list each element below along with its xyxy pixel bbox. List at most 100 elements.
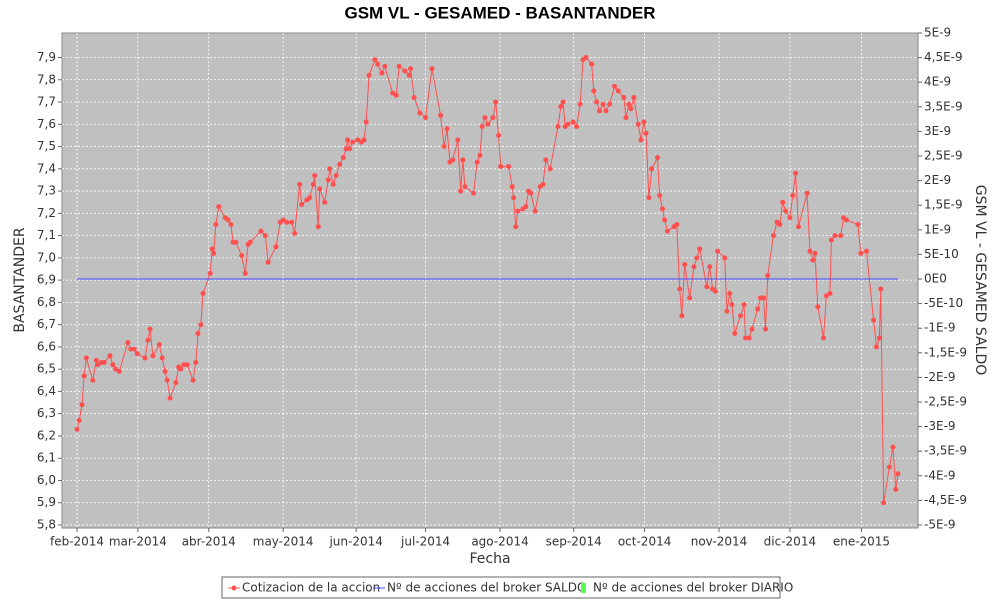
y2-tick-label: 4E-9 xyxy=(924,75,951,89)
y-tick-label: 7,5 xyxy=(37,139,56,153)
data-point xyxy=(679,313,685,319)
data-point xyxy=(116,368,122,374)
data-point xyxy=(528,190,534,196)
data-point xyxy=(873,344,879,350)
data-point xyxy=(591,88,597,94)
data-point xyxy=(471,190,477,196)
legend-swatch xyxy=(231,585,237,591)
data-point xyxy=(795,224,801,230)
data-point xyxy=(247,239,253,245)
data-point xyxy=(607,101,613,107)
data-point xyxy=(729,302,735,308)
data-point xyxy=(498,164,504,170)
y-tick-label: 7,2 xyxy=(37,206,56,220)
y-tick-label: 6,9 xyxy=(37,273,56,287)
data-point xyxy=(361,137,367,143)
legend-label: Nº de acciones del broker DIARIO xyxy=(593,581,793,595)
data-point xyxy=(682,262,688,268)
data-point xyxy=(190,377,196,383)
data-point xyxy=(350,139,356,145)
data-point xyxy=(615,88,621,94)
data-point xyxy=(337,161,343,167)
data-point xyxy=(113,366,119,372)
data-point xyxy=(167,395,173,401)
y2-tick-label: -4E-9 xyxy=(924,468,956,482)
data-point xyxy=(284,219,290,225)
data-point xyxy=(366,72,372,78)
data-point xyxy=(479,124,485,130)
data-point xyxy=(265,259,271,265)
data-point xyxy=(460,157,466,163)
y-tick-label: 7,6 xyxy=(37,117,56,131)
x-tick-label: dic-2014 xyxy=(764,535,816,549)
data-point xyxy=(200,290,206,296)
data-point xyxy=(691,264,697,270)
data-point xyxy=(198,322,204,328)
y-tick-label: 7,9 xyxy=(37,50,56,64)
x-tick-label: jun-2014 xyxy=(328,535,382,549)
data-point xyxy=(297,181,303,187)
data-point xyxy=(438,112,444,118)
data-point xyxy=(496,132,502,138)
data-point xyxy=(74,426,80,432)
data-point xyxy=(621,95,627,101)
data-point xyxy=(225,217,231,223)
y2-tick-label: -2,5E-9 xyxy=(924,395,967,409)
data-point xyxy=(787,215,793,221)
data-point xyxy=(890,444,896,450)
data-point xyxy=(382,63,388,69)
x-tick-label: sep-2014 xyxy=(546,535,602,549)
data-point xyxy=(411,95,417,101)
y2-tick-label: 5E-9 xyxy=(924,26,951,40)
data-point xyxy=(493,99,499,105)
data-point xyxy=(347,146,353,152)
data-point xyxy=(81,373,87,379)
data-point xyxy=(623,115,629,121)
data-point xyxy=(375,61,381,67)
data-point xyxy=(838,233,844,239)
data-point xyxy=(823,293,829,299)
y-tick-label: 7,1 xyxy=(37,228,56,242)
data-point xyxy=(828,237,834,243)
x-tick-label: ago-2014 xyxy=(471,535,528,549)
y-tick-label: 6,5 xyxy=(37,362,56,376)
y-tick-label: 7,7 xyxy=(37,95,56,109)
y-axis-label: BASANTANDER xyxy=(12,227,28,333)
x-tick-label: feb-2014 xyxy=(50,535,104,549)
data-point xyxy=(707,264,713,270)
y-tick-label: 6,8 xyxy=(37,295,56,309)
data-point xyxy=(474,159,480,165)
data-point xyxy=(402,68,408,74)
data-point xyxy=(228,221,234,227)
data-point xyxy=(330,181,336,187)
data-point xyxy=(511,195,517,201)
data-point xyxy=(322,199,328,205)
data-point xyxy=(694,255,700,261)
data-point xyxy=(677,286,683,292)
x-tick-label: jul-2014 xyxy=(400,535,450,549)
data-point xyxy=(181,362,187,368)
data-point xyxy=(258,228,264,234)
y2-tick-label: 1,5E-9 xyxy=(924,198,963,212)
x-axis-label: Fecha xyxy=(469,551,510,567)
data-point xyxy=(523,204,529,210)
y-tick-label: 7,8 xyxy=(37,72,56,86)
data-point xyxy=(343,146,349,152)
y-tick-label: 6,7 xyxy=(37,317,56,331)
data-point xyxy=(674,221,680,227)
data-point xyxy=(207,270,213,276)
data-point xyxy=(393,92,399,98)
data-point xyxy=(156,342,162,348)
data-point xyxy=(738,313,744,319)
data-point xyxy=(646,195,652,201)
data-point xyxy=(574,124,580,130)
data-point xyxy=(628,106,634,112)
data-point xyxy=(173,380,179,386)
data-point xyxy=(589,61,595,67)
data-point xyxy=(760,295,766,301)
data-point xyxy=(355,137,361,143)
data-point xyxy=(727,290,733,296)
data-point xyxy=(193,359,199,365)
y-tick-label: 6,0 xyxy=(37,473,56,487)
data-point xyxy=(600,101,606,107)
